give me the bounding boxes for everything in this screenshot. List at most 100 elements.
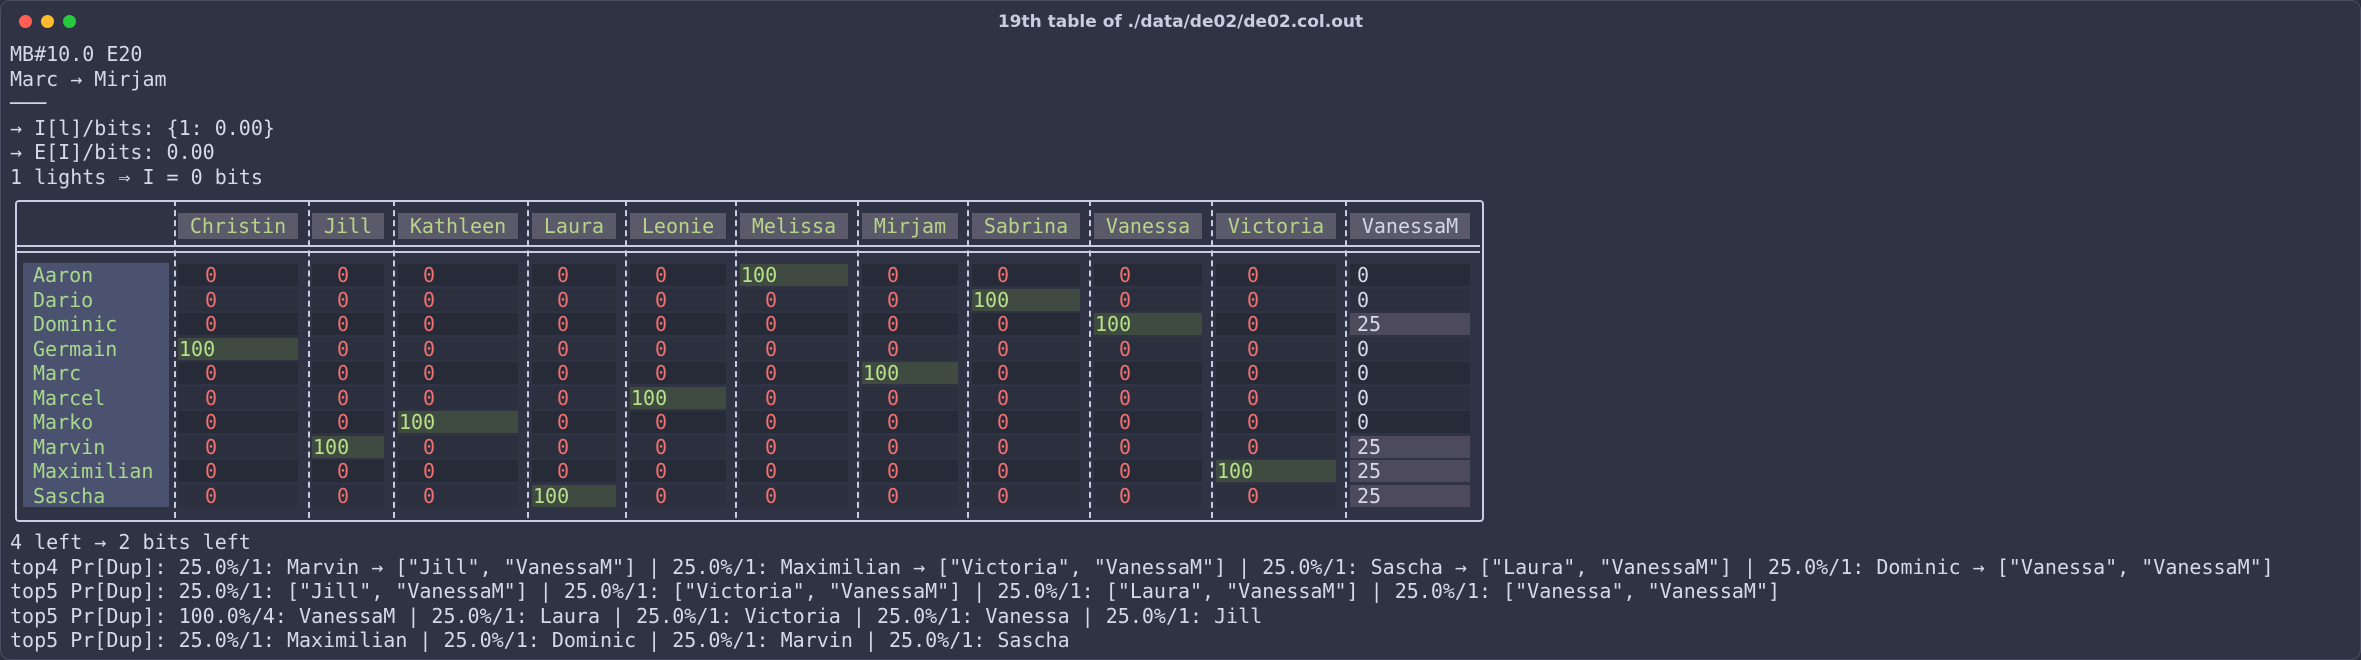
table-cell: 0 — [1119, 336, 1132, 361]
cell-background — [532, 313, 616, 335]
table-cell: 25 — [1357, 434, 1382, 459]
table-cell: 0 — [423, 312, 436, 336]
table-cell: 0 — [423, 287, 436, 312]
cell-background — [862, 362, 958, 384]
cell-background — [178, 386, 298, 409]
header-line: 1 lights ⇒ I = 0 bits — [10, 164, 263, 189]
cell-background — [178, 264, 298, 286]
cell-background — [398, 435, 518, 458]
table-cell: 0 — [887, 263, 900, 287]
column-header: Leonie — [630, 213, 726, 239]
table-cell: 0 — [655, 287, 668, 312]
cell-background — [1094, 264, 1202, 286]
table-cell: 0 — [1247, 434, 1260, 459]
cell-background — [532, 484, 616, 507]
cell-background — [630, 386, 726, 409]
table-cell: 0 — [557, 336, 570, 361]
table-cell: 0 — [887, 385, 900, 410]
cell-background — [1094, 386, 1202, 409]
cell-background — [740, 460, 848, 482]
table-cell: 0 — [1247, 410, 1260, 434]
table-cell: 0 — [655, 336, 668, 361]
cell-background — [532, 362, 616, 384]
cell-background — [1350, 288, 1470, 311]
cell-background — [1350, 313, 1470, 335]
cell-background — [532, 386, 616, 409]
table-cell: 0 — [1119, 410, 1132, 434]
cell-background — [312, 362, 384, 384]
table-cell: 0 — [557, 385, 570, 410]
cell-background — [178, 484, 298, 507]
cell-background — [740, 264, 848, 286]
cell-background — [178, 288, 298, 311]
cell-background — [740, 411, 848, 433]
table-cell: 0 — [205, 434, 218, 459]
cell-background — [1216, 264, 1336, 286]
table-cell: 0 — [205, 483, 218, 508]
cell-background — [178, 313, 298, 335]
column-separator — [967, 200, 969, 518]
cell-background — [1350, 362, 1470, 384]
row-name: Dario — [33, 287, 94, 312]
header-line: ─── — [10, 91, 47, 115]
table-cell: 100 — [741, 263, 778, 287]
cell-background — [398, 484, 518, 507]
table-cell: 0 — [765, 434, 778, 459]
column-header: VanessaM — [1350, 213, 1470, 239]
table-cell: 0 — [557, 312, 570, 336]
table-cell: 0 — [887, 410, 900, 434]
cell-background — [1350, 386, 1470, 409]
table-cell: 0 — [337, 287, 350, 312]
row-name: Marvin — [33, 434, 106, 459]
table-cell: 0 — [423, 385, 436, 410]
column-separator — [1345, 200, 1347, 518]
table-cell: 0 — [337, 483, 350, 508]
table-cell: 0 — [655, 483, 668, 508]
cell-background — [1216, 460, 1336, 482]
cell-background — [630, 264, 726, 286]
cell-background — [630, 362, 726, 384]
cell-background — [972, 386, 1080, 409]
table-cell: 100 — [1095, 312, 1132, 336]
cell-background — [1350, 411, 1470, 433]
cell-background — [1094, 288, 1202, 311]
table-cell: 100 — [533, 483, 570, 508]
table-cell: 0 — [1247, 483, 1260, 508]
cell-background — [312, 386, 384, 409]
cell-background — [862, 337, 958, 360]
minimize-window-button[interactable] — [41, 15, 54, 28]
table-cell: 0 — [1357, 410, 1370, 434]
table-cell: 0 — [1119, 287, 1132, 312]
cell-background — [740, 435, 848, 458]
table-cell: 25 — [1357, 483, 1382, 508]
row-name: Marko — [33, 410, 94, 434]
table-cell: 0 — [765, 483, 778, 508]
column-header: Vanessa — [1094, 213, 1202, 239]
cell-background — [178, 460, 298, 482]
cell-background — [312, 435, 384, 458]
cell-background — [1216, 337, 1336, 360]
header-line: → E[I]/bits: 0.00 — [10, 140, 215, 164]
cell-background — [862, 411, 958, 433]
column-separator — [625, 200, 627, 518]
cell-background — [862, 460, 958, 482]
table-cell: 0 — [1119, 263, 1132, 287]
table-cell: 0 — [655, 459, 668, 483]
cell-background — [972, 337, 1080, 360]
table-cell: 0 — [337, 312, 350, 336]
cell-background — [398, 288, 518, 311]
table-cell: 0 — [997, 459, 1010, 483]
cell-background — [178, 362, 298, 384]
cell-background — [740, 484, 848, 507]
table-cell: 0 — [655, 434, 668, 459]
cell-background — [740, 362, 848, 384]
table-cell: 0 — [765, 361, 778, 385]
close-window-button[interactable] — [19, 15, 32, 28]
table-cell: 0 — [1119, 434, 1132, 459]
table-cell: 0 — [1357, 287, 1370, 312]
zoom-window-button[interactable] — [63, 15, 76, 28]
row-name: Germain — [33, 336, 118, 361]
column-header: Christin — [178, 213, 298, 239]
table-cell: 0 — [887, 483, 900, 508]
cell-background — [1094, 362, 1202, 384]
